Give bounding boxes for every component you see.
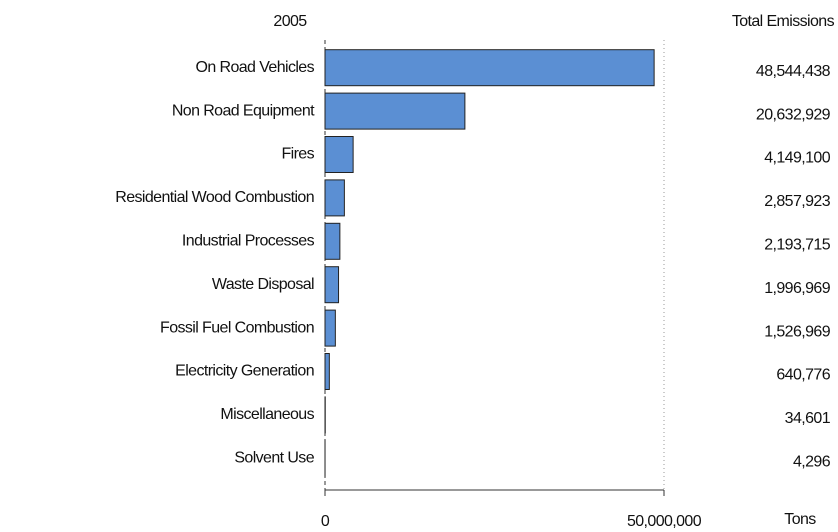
value-label: 2,857,923 — [764, 193, 830, 210]
value-label: 48,544,438 — [756, 63, 831, 80]
y-tick-label: Industrial Processes — [182, 233, 315, 250]
chart-title: 2005 — [273, 13, 307, 30]
bar — [324, 179, 345, 217]
y-tick-label: Solvent Use — [234, 450, 314, 467]
value-label: 2,193,715 — [764, 237, 830, 254]
y-tick-label: Electricity Generation — [175, 363, 314, 380]
value-label: 1,526,969 — [764, 323, 830, 340]
x-tick-label: 50,000,000 — [627, 513, 702, 530]
y-tick-label: Residential Wood Combustion — [115, 189, 314, 206]
value-label: 640,776 — [776, 367, 830, 384]
y-tick-label: Waste Disposal — [212, 276, 314, 293]
x-axis-label: Tons — [784, 511, 816, 528]
value-label: 20,632,929 — [756, 106, 831, 123]
value-label: 4,296 — [793, 454, 831, 471]
value-label: 4,149,100 — [764, 150, 830, 167]
bar — [324, 49, 655, 87]
y-tick-label: Non Road Equipment — [172, 102, 315, 119]
bar — [324, 136, 354, 173]
value-label: 1,996,969 — [764, 280, 830, 297]
bar — [324, 353, 330, 390]
y-tick-label: Miscellaneous — [220, 406, 314, 423]
y-tick-label: On Road Vehicles — [196, 59, 315, 76]
value-label: 34,601 — [785, 410, 831, 427]
bar — [324, 92, 466, 130]
bar — [324, 309, 336, 347]
bar — [324, 222, 341, 260]
x-tick-label: 0 — [321, 513, 330, 530]
bar — [324, 266, 340, 304]
value-column-title: Total Emissions — [732, 13, 835, 30]
y-tick-label: Fires — [281, 146, 314, 163]
y-tick-label: Fossil Fuel Combustion — [160, 319, 314, 336]
